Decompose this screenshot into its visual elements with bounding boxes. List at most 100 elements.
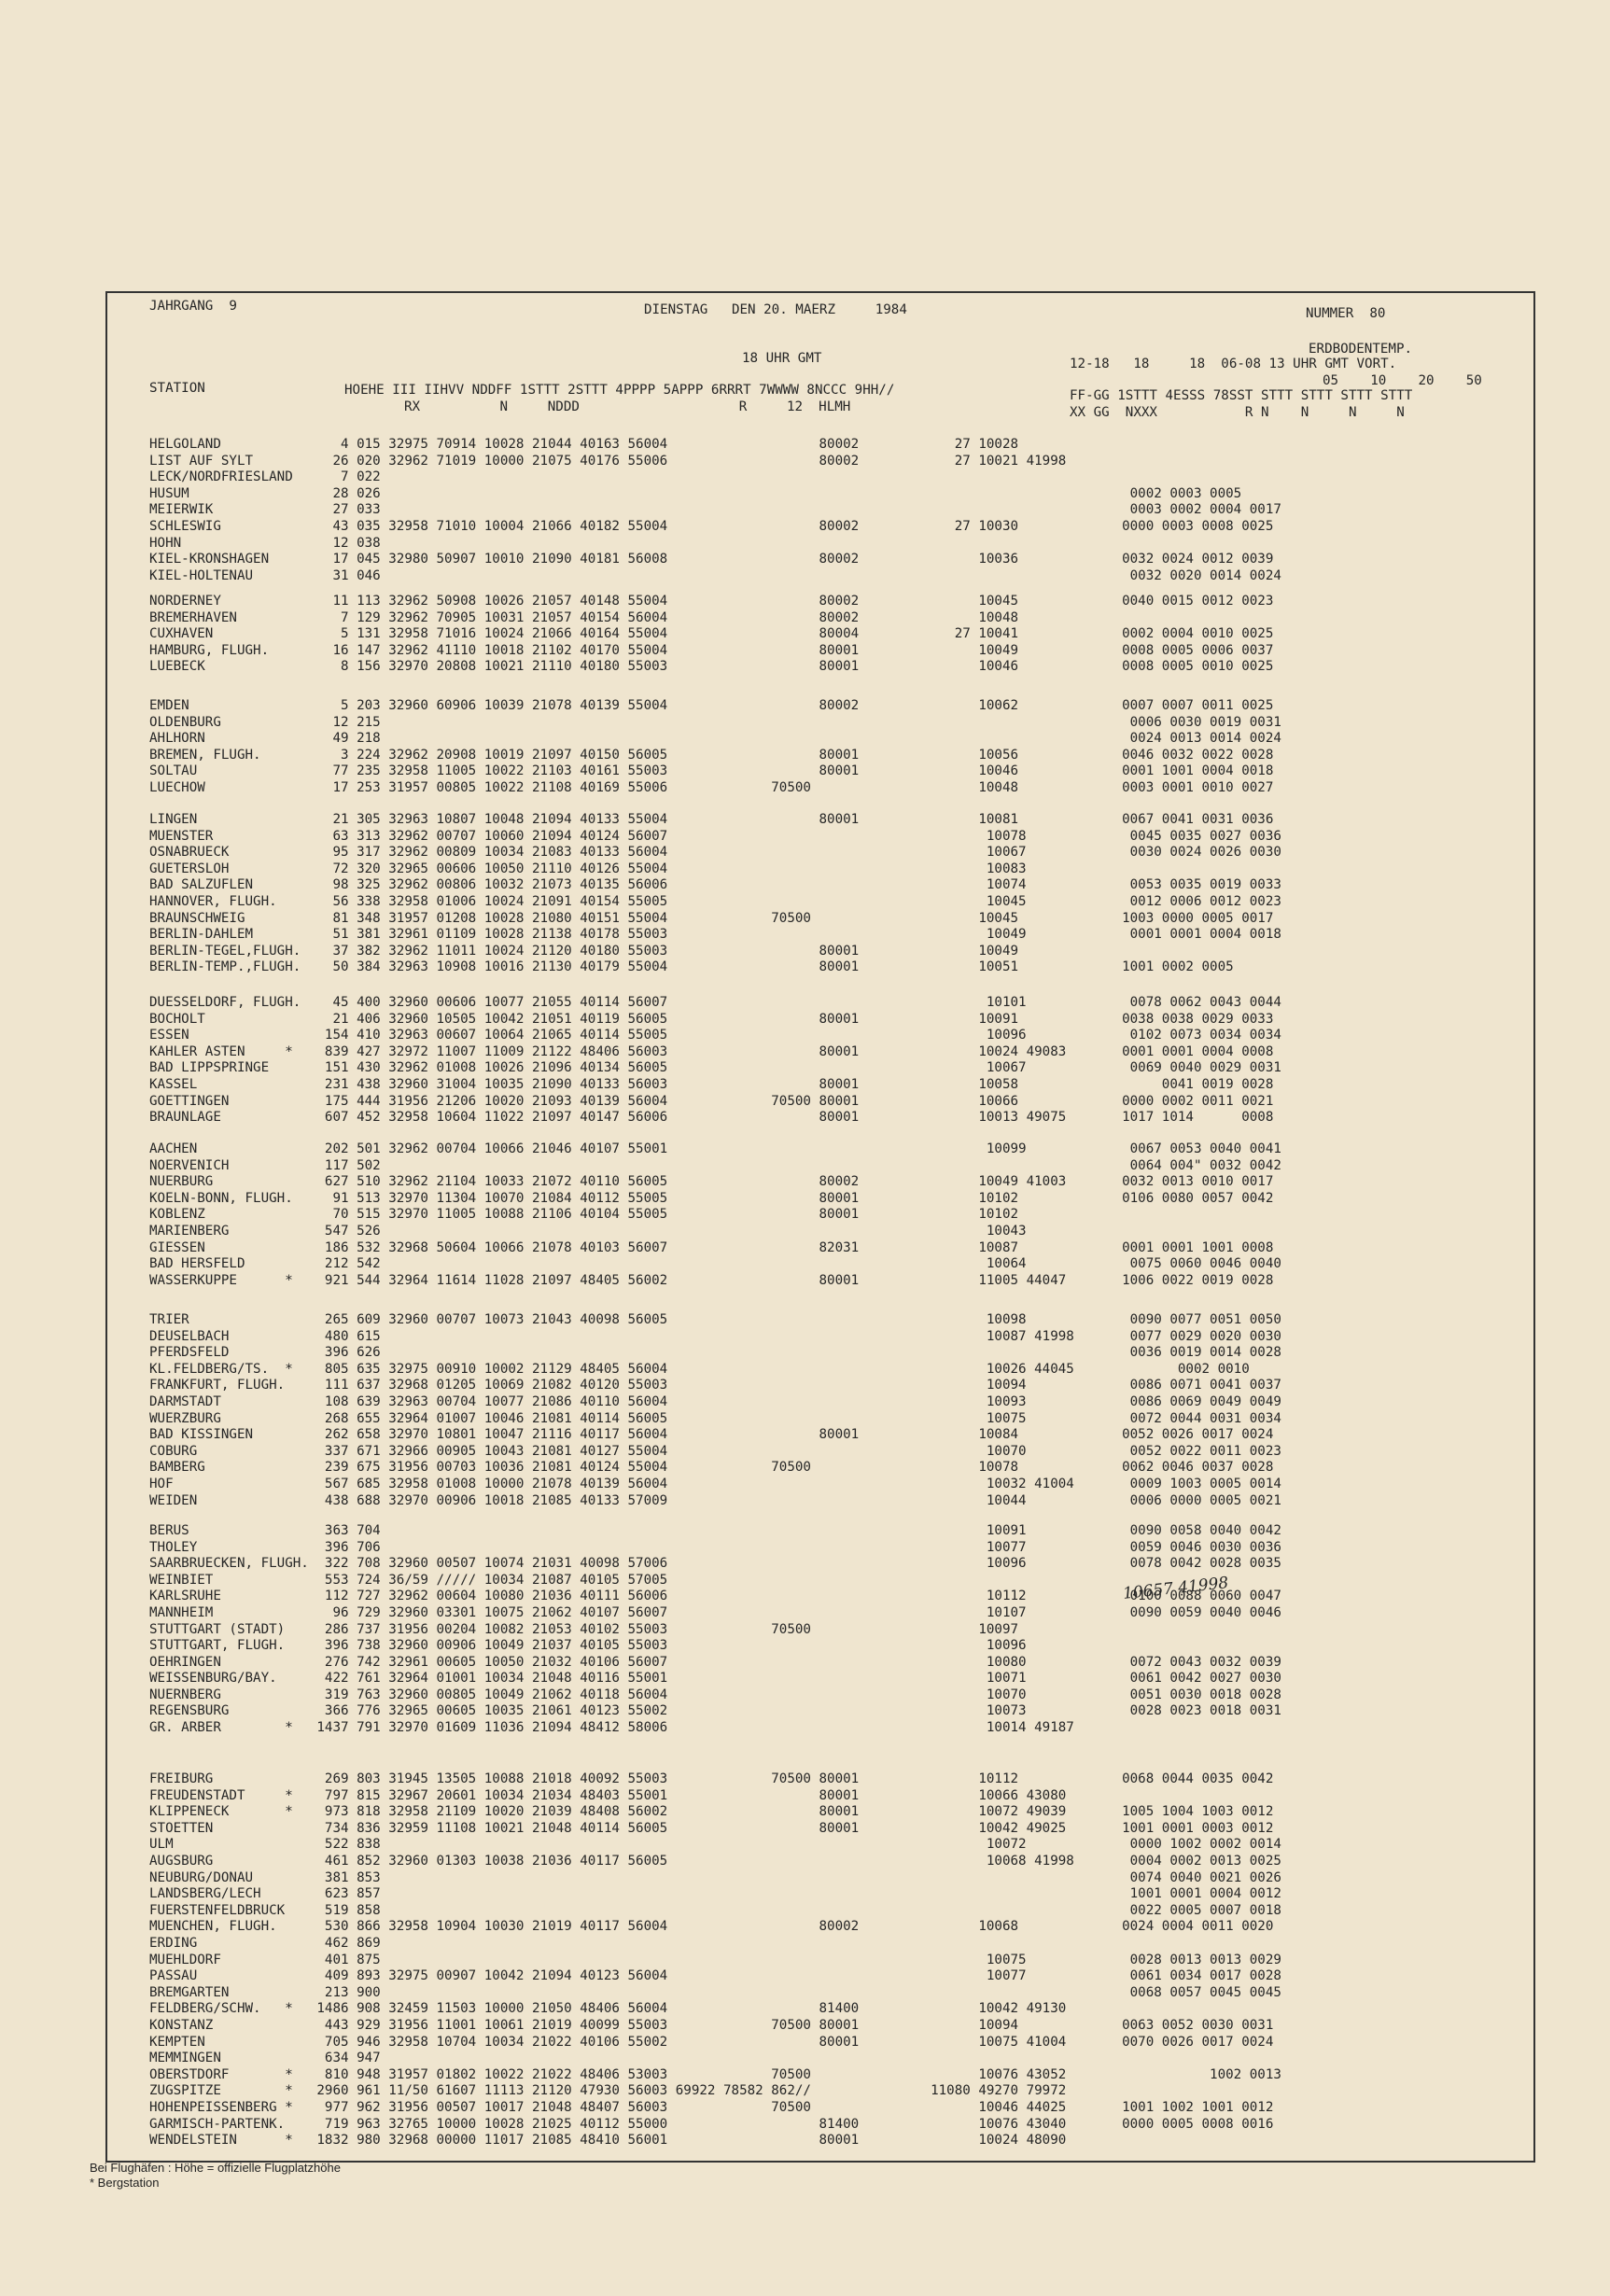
station-row: BRAUNSCHWEIG 81 348 31957 01208 10028 21… [149, 910, 1274, 926]
station-row: HOHENPEISSENBERG * 977 962 31956 00507 1… [149, 2100, 1274, 2115]
station-row: TRIER 265 609 32960 00707 10073 21043 40… [149, 1312, 1281, 1327]
station-row: ZUGSPITZE * 2960 961 11/50 61607 11113 2… [149, 2083, 1067, 2099]
footnote-mountain-station: * Bergstation [90, 2176, 160, 2190]
right-column-headers: FF-GG 1STTT 4ESSS 78SST STTT STTT STTT S… [1070, 388, 1413, 403]
station-row: BAD SALZUFLEN 98 325 32962 00806 10032 2… [149, 877, 1281, 893]
station-row: BREMGARTEN 213 900 0068 0057 0045 0045 [149, 1984, 1281, 2000]
station-row: SAARBRUECKEN, FLUGH. 322 708 32960 00507… [149, 1556, 1281, 1572]
station-row: REGENSBURG 366 776 32965 00605 10035 210… [149, 1703, 1281, 1719]
station-row: HELGOLAND 4 015 32975 70914 10028 21044 … [149, 437, 1019, 452]
station-row: AUGSBURG 461 852 32960 01303 10038 21036… [149, 1854, 1281, 1869]
station-row: KIEL-HOLTENAU 31 046 0032 0020 0014 0024 [149, 567, 1281, 583]
station-row: WUERZBURG 268 655 32964 01007 10046 2108… [149, 1410, 1281, 1426]
station-row: BERLIN-TEMP.,FLUGH. 50 384 32963 10908 1… [149, 959, 1234, 975]
station-row: KONSTANZ 443 929 31956 11001 10061 21019… [149, 2018, 1274, 2033]
station-row: KAHLER ASTEN * 839 427 32972 11007 11009… [149, 1043, 1274, 1059]
station-row: FRANKFURT, FLUGH. 111 637 32968 01205 10… [149, 1378, 1281, 1393]
station-row: BAD LIPPSPRINGE 151 430 32962 01008 1002… [149, 1060, 1281, 1076]
times-right-heading: 12-18 18 18 06-08 13 UHR GMT VORT. [1070, 357, 1397, 371]
main-column-headers: HOEHE III IIHVV NDDFF 1STTT 2STTT 4PPPP … [344, 383, 895, 398]
station-row: AHLHORN 49 218 0024 0013 0014 0024 [149, 731, 1281, 747]
soil-depths: 05 10 20 50 [1323, 373, 1482, 388]
station-row: DEUSELBACH 480 615 10087 41998 0077 0029… [149, 1328, 1281, 1344]
station-row: STUTTGART, FLUGH. 396 738 32960 00906 10… [149, 1638, 1027, 1654]
station-row: WENDELSTEIN * 1832 980 32968 00000 11017… [149, 2133, 1067, 2149]
station-row: LIST AUF SYLT 26 020 32962 71019 10000 2… [149, 453, 1067, 469]
jahrgang-label: JAHRGANG 9 [149, 299, 237, 314]
station-row: BRAUNLAGE 607 452 32958 10604 11022 2109… [149, 1110, 1274, 1126]
station-row: BAD KISSINGEN 262 658 32970 10801 10047 … [149, 1427, 1274, 1443]
station-row: NOERVENICH 117 502 0064 004" 0032 0042 [149, 1157, 1281, 1173]
station-row: MUENSTER 63 313 32962 00707 10060 21094 … [149, 828, 1281, 844]
station-row: BAMBERG 239 675 31956 00703 10036 21081 … [149, 1460, 1274, 1476]
date-label: DIENSTAG DEN 20. MAERZ 1984 [644, 302, 907, 317]
station-row: LUEBECK 8 156 32970 20808 10021 21110 40… [149, 659, 1274, 675]
station-row: STOETTEN 734 836 32959 11108 10021 21048… [149, 1820, 1274, 1836]
station-row: PASSAU 409 893 32975 00907 10042 21094 4… [149, 1968, 1281, 1984]
station-row: BAD HERSFELD 212 542 10064 0075 0060 004… [149, 1256, 1281, 1272]
station-row: BREMEN, FLUGH. 3 224 32962 20908 10019 2… [149, 747, 1274, 763]
station-row: ULM 522 838 10072 0000 1002 0002 0014 [149, 1837, 1281, 1853]
main-column-headers-2: RX N NDDD R 12 HLMH [404, 399, 851, 414]
station-row: KASSEL 231 438 32960 31004 10035 21090 4… [149, 1077, 1274, 1092]
station-row: BERLIN-DAHLEM 51 381 32961 01109 10028 2… [149, 927, 1281, 943]
station-row: HOHN 12 038 [149, 535, 381, 551]
station-row: FREIBURG 269 803 31945 13505 10088 21018… [149, 1771, 1274, 1786]
station-row: HAMBURG, FLUGH. 16 147 32962 41110 10018… [149, 642, 1274, 658]
station-row: MUEHLDORF 401 875 10075 0028 0013 0013 0… [149, 1952, 1281, 1967]
station-row: KEMPTEN 705 946 32958 10704 10034 21022 … [149, 2034, 1274, 2050]
station-row: WEISSENBURG/BAY. 422 761 32964 01001 100… [149, 1671, 1281, 1686]
station-row: HANNOVER, FLUGH. 56 338 32958 01006 1002… [149, 894, 1281, 909]
station-row: KARLSRUHE 112 727 32962 00604 10080 2103… [149, 1589, 1281, 1604]
station-row: EMDEN 5 203 32960 60906 10039 21078 4013… [149, 698, 1274, 713]
station-row: OEHRINGEN 276 742 32961 00605 10050 2103… [149, 1654, 1281, 1670]
station-row: ERDING 462 869 [149, 1936, 381, 1951]
station-row: ESSEN 154 410 32963 00607 10064 21065 40… [149, 1028, 1281, 1043]
station-row: KL.FELDBERG/TS. * 805 635 32975 00910 10… [149, 1361, 1250, 1377]
station-row: KIEL-KRONSHAGEN 17 045 32980 50907 10010… [149, 552, 1274, 567]
station-row: DARMSTADT 108 639 32963 00704 10077 2108… [149, 1394, 1281, 1409]
issue-number: NUMMER 80 [1306, 306, 1386, 321]
station-row: MARIENBERG 547 526 10043 [149, 1224, 1027, 1239]
station-row: SCHLESWIG 43 035 32958 71010 10004 21066… [149, 519, 1274, 534]
station-row: MANNHEIM 96 729 32960 03301 10075 21062 … [149, 1605, 1281, 1620]
station-row: AACHEN 202 501 32962 00704 10066 21046 4… [149, 1141, 1281, 1156]
gmt-18-heading: 18 UHR GMT [742, 351, 822, 366]
station-row: WEIDEN 438 688 32970 00906 10018 21085 4… [149, 1492, 1281, 1508]
station-row: NUERNBERG 319 763 32960 00805 10049 2106… [149, 1687, 1281, 1702]
station-row: HOF 567 685 32958 01008 10000 21078 4013… [149, 1477, 1281, 1491]
station-row: OBERSTDORF * 810 948 31957 01802 10022 2… [149, 2066, 1281, 2082]
data-table-frame: JAHRGANG 9 DIENSTAG DEN 20. MAERZ 1984 N… [105, 291, 1535, 2163]
station-row: COBURG 337 671 32966 00905 10043 21081 4… [149, 1443, 1281, 1459]
station-row: GOETTINGEN 175 444 31956 21206 10020 210… [149, 1093, 1274, 1109]
station-row: GIESSEN 186 532 32968 50604 10066 21078 … [149, 1239, 1274, 1255]
station-row: KOELN-BONN, FLUGH. 91 513 32970 11304 10… [149, 1190, 1274, 1206]
station-row: NEUBURG/DONAU 381 853 0074 0040 0021 002… [149, 1869, 1281, 1885]
station-row: GR. ARBER * 1437 791 32970 01609 11036 2… [149, 1719, 1074, 1735]
station-row: BREMERHAVEN 7 129 32962 70905 10031 2105… [149, 609, 1019, 625]
station-row: HUSUM 28 026 0002 0003 0005 [149, 485, 1242, 501]
station-row: LECK/NORDFRIESLAND 7 022 [149, 469, 381, 485]
station-row: WASSERKUPPE * 921 544 32964 11614 11028 … [149, 1272, 1274, 1288]
station-row: FREUDENSTADT * 797 815 32967 20601 10034… [149, 1787, 1067, 1803]
station-row: BERUS 363 704 10091 0090 0058 0040 0042 [149, 1523, 1281, 1538]
station-row: PFERDSFELD 396 626 0036 0019 0014 0028 [149, 1345, 1281, 1361]
station-row: MUENCHEN, FLUGH. 530 866 32958 10904 100… [149, 1919, 1274, 1935]
station-row: DUESSELDORF, FLUGH. 45 400 32960 00606 1… [149, 995, 1281, 1010]
station-row: STUTTGART (STADT) 286 737 31956 00204 10… [149, 1621, 1019, 1637]
footnote-airport-height: Bei Flughäfen : Höhe = offizielle Flugpl… [90, 2161, 341, 2175]
right-column-headers-2: XX GG NXXX R N N N N [1070, 405, 1405, 420]
soil-temp-heading: ERDBODENTEMP. [1309, 342, 1413, 357]
station-row: OSNABRUECK 95 317 32962 00809 10034 2108… [149, 845, 1281, 861]
station-column-header: STATION [149, 381, 205, 396]
station-row: KLIPPENECK * 973 818 32958 21109 10020 2… [149, 1804, 1274, 1820]
footnotes: Bei Flughäfen : Höhe = offizielle Flugpl… [90, 2161, 341, 2191]
station-row: LINGEN 21 305 32963 10807 10048 21094 40… [149, 812, 1274, 827]
station-row: LANDSBERG/LECH 623 857 1001 0001 0004 00… [149, 1886, 1281, 1902]
station-row: OLDENBURG 12 215 0006 0030 0019 0031 [149, 714, 1281, 730]
station-row: MEIERWIK 27 033 0003 0002 0004 0017 [149, 502, 1281, 518]
station-row: FELDBERG/SCHW. * 1486 908 32459 11503 10… [149, 2001, 1067, 2017]
station-row: LUECHOW 17 253 31957 00805 10022 21108 4… [149, 780, 1274, 795]
station-row: MEMMINGEN 634 947 [149, 2051, 381, 2066]
station-row: FUERSTENFELDBRUCK 519 858 0022 0005 0007… [149, 1902, 1281, 1918]
